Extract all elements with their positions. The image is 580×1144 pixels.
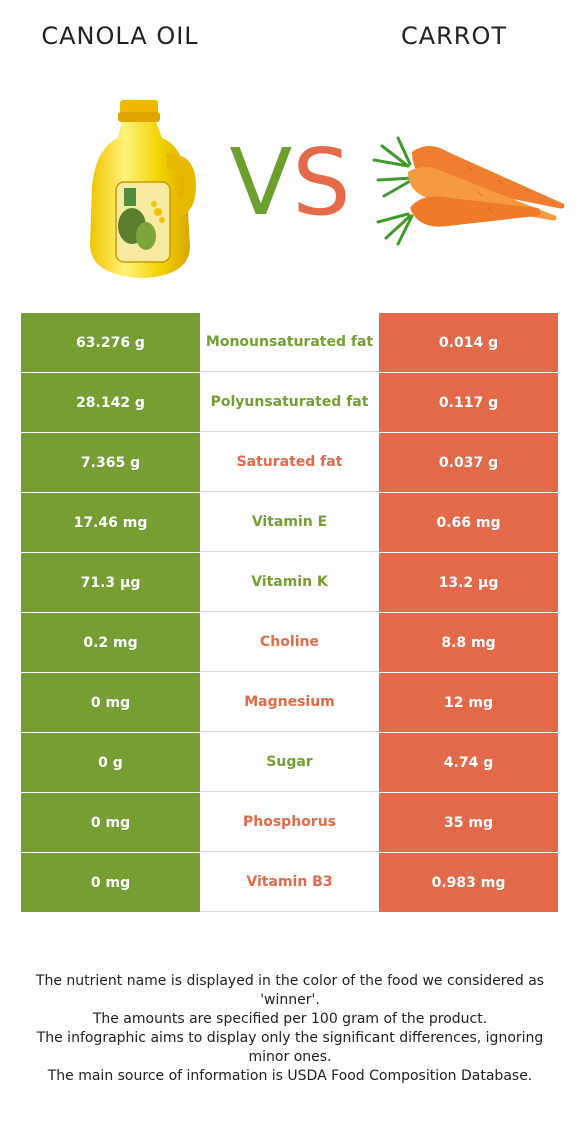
left-food-value: 17.46 mg — [21, 493, 200, 552]
footer-line: The infographic aims to display only the… — [36, 1030, 544, 1065]
right-food-value: 0.66 mg — [379, 493, 558, 552]
nutrient-name: Polyunsaturated fat — [200, 373, 379, 432]
left-food-value: 0 mg — [21, 673, 200, 732]
vs-label: VS — [220, 129, 360, 236]
table-row: 17.46 mg Vitamin E 0.66 mg — [21, 493, 558, 553]
nutrient-comparison-table: 63.276 g Monounsaturated fat 0.014 g 28.… — [21, 313, 558, 913]
nutrient-name: Magnesium — [200, 673, 379, 732]
right-food-value: 35 mg — [379, 793, 558, 852]
left-food-value: 0 g — [21, 733, 200, 792]
right-food-value: 4.74 g — [379, 733, 558, 792]
nutrient-name: Vitamin K — [200, 553, 379, 612]
table-row: 0 mg Vitamin B3 0.983 mg — [21, 853, 558, 913]
vs-s-letter: S — [292, 129, 351, 236]
left-food-value: 63.276 g — [21, 313, 200, 372]
footer-notes: The nutrient name is displayed in the co… — [18, 972, 562, 1086]
nutrient-name: Sugar — [200, 733, 379, 792]
right-food-title: CARROT — [400, 22, 508, 50]
nutrient-name: Monounsaturated fat — [200, 313, 379, 372]
left-food-title: CANOLA OIL — [41, 22, 199, 50]
right-food-value: 12 mg — [379, 673, 558, 732]
table-row: 0 mg Magnesium 12 mg — [21, 673, 558, 733]
left-food-value: 0.2 mg — [21, 613, 200, 672]
table-row: 63.276 g Monounsaturated fat 0.014 g — [21, 313, 558, 373]
nutrient-name: Vitamin B3 — [200, 853, 379, 912]
table-row: 0 g Sugar 4.74 g — [21, 733, 558, 793]
right-food-value: 0.983 mg — [379, 853, 558, 912]
nutrient-name: Choline — [200, 613, 379, 672]
left-food-value: 0 mg — [21, 853, 200, 912]
carrot-image — [372, 136, 565, 246]
table-row: 0.2 mg Choline 8.8 mg — [21, 613, 558, 673]
canola-oil-image — [90, 100, 196, 278]
right-food-value: 0.014 g — [379, 313, 558, 372]
nutrient-name: Phosphorus — [200, 793, 379, 852]
left-food-value: 0 mg — [21, 793, 200, 852]
vs-v-letter: V — [229, 129, 293, 236]
table-row: 28.142 g Polyunsaturated fat 0.117 g — [21, 373, 558, 433]
table-row: 7.365 g Saturated fat 0.037 g — [21, 433, 558, 493]
table-row: 0 mg Phosphorus 35 mg — [21, 793, 558, 853]
footer-line: The nutrient name is displayed in the co… — [35, 973, 545, 1008]
nutrient-name: Vitamin E — [200, 493, 379, 552]
right-food-value: 0.037 g — [379, 433, 558, 492]
right-food-value: 13.2 µg — [379, 553, 558, 612]
left-food-value: 28.142 g — [21, 373, 200, 432]
nutrient-name: Saturated fat — [200, 433, 379, 492]
table-row: 71.3 µg Vitamin K 13.2 µg — [21, 553, 558, 613]
right-food-value: 8.8 mg — [379, 613, 558, 672]
left-food-value: 7.365 g — [21, 433, 200, 492]
left-food-value: 71.3 µg — [21, 553, 200, 612]
footer-line: The amounts are specified per 100 gram o… — [92, 1011, 488, 1027]
footer-line: The main source of information is USDA F… — [47, 1068, 533, 1084]
right-food-value: 0.117 g — [379, 373, 558, 432]
